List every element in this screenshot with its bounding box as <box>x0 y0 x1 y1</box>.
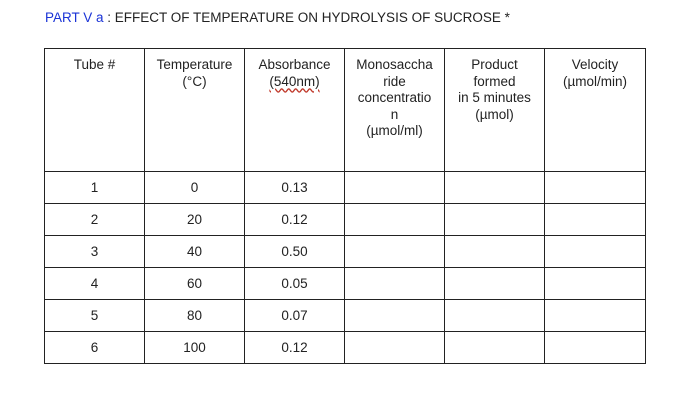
table-row: 2 20 0.12 <box>44 203 646 236</box>
table-row: 1 0 0.13 <box>44 171 646 204</box>
cell-product[interactable] <box>444 235 545 268</box>
heading-part-label: PART V a <box>45 10 104 25</box>
table-row: 6 100 0.12 <box>44 331 646 364</box>
cell-tube: 3 <box>44 235 145 268</box>
cell-tube: 5 <box>44 299 145 332</box>
cell-concentration[interactable] <box>344 203 445 236</box>
cell-velocity[interactable] <box>544 171 646 204</box>
cell-velocity[interactable] <box>544 203 646 236</box>
header-tube-number: Tube # <box>44 48 145 172</box>
cell-absorbance: 0.12 <box>244 203 345 236</box>
cell-velocity[interactable] <box>544 331 646 364</box>
absorbance-wavelength: (540nm) <box>269 73 320 89</box>
table-row: 3 40 0.50 <box>44 235 646 268</box>
cell-temperature: 60 <box>144 267 245 300</box>
table-row: 4 60 0.05 <box>44 267 646 300</box>
cell-product[interactable] <box>444 171 545 204</box>
cell-tube: 1 <box>44 171 145 204</box>
cell-concentration[interactable] <box>344 331 445 364</box>
cell-velocity[interactable] <box>544 267 646 300</box>
cell-tube: 2 <box>44 203 145 236</box>
cell-product[interactable] <box>444 331 545 364</box>
cell-concentration[interactable] <box>344 299 445 332</box>
table-header-row: Tube # Temperature (°C) Absorbance (540n… <box>44 48 646 172</box>
cell-tube: 6 <box>44 331 145 364</box>
cell-product[interactable] <box>444 299 545 332</box>
table-row: 5 80 0.07 <box>44 299 646 332</box>
cell-absorbance: 0.07 <box>244 299 345 332</box>
cell-absorbance: 0.50 <box>244 235 345 268</box>
cell-temperature: 20 <box>144 203 245 236</box>
cell-concentration[interactable] <box>344 171 445 204</box>
header-absorbance: Absorbance (540nm) <box>244 48 345 172</box>
header-monosaccharide-concentration: Monosaccha ride concentratio n (µmol/ml) <box>344 48 445 172</box>
cell-tube: 4 <box>44 267 145 300</box>
cell-temperature: 40 <box>144 235 245 268</box>
page-heading: PART V a : EFFECT OF TEMPERATURE ON HYDR… <box>45 10 510 25</box>
cell-concentration[interactable] <box>344 267 445 300</box>
cell-velocity[interactable] <box>544 235 646 268</box>
cell-product[interactable] <box>444 267 545 300</box>
cell-absorbance: 0.05 <box>244 267 345 300</box>
cell-absorbance: 0.12 <box>244 331 345 364</box>
cell-product[interactable] <box>444 203 545 236</box>
cell-velocity[interactable] <box>544 299 646 332</box>
cell-temperature: 80 <box>144 299 245 332</box>
header-temperature: Temperature (°C) <box>144 48 245 172</box>
cell-temperature: 0 <box>144 171 245 204</box>
cell-concentration[interactable] <box>344 235 445 268</box>
heading-title: : EFFECT OF TEMPERATURE ON HYDROLYSIS OF… <box>103 10 510 25</box>
header-product-formed: Product formed in 5 minutes (µmol) <box>444 48 545 172</box>
results-table: Tube # Temperature (°C) Absorbance (540n… <box>44 48 646 364</box>
header-velocity: Velocity (µmol/min) <box>544 48 646 172</box>
cell-temperature: 100 <box>144 331 245 364</box>
cell-absorbance: 0.13 <box>244 171 345 204</box>
